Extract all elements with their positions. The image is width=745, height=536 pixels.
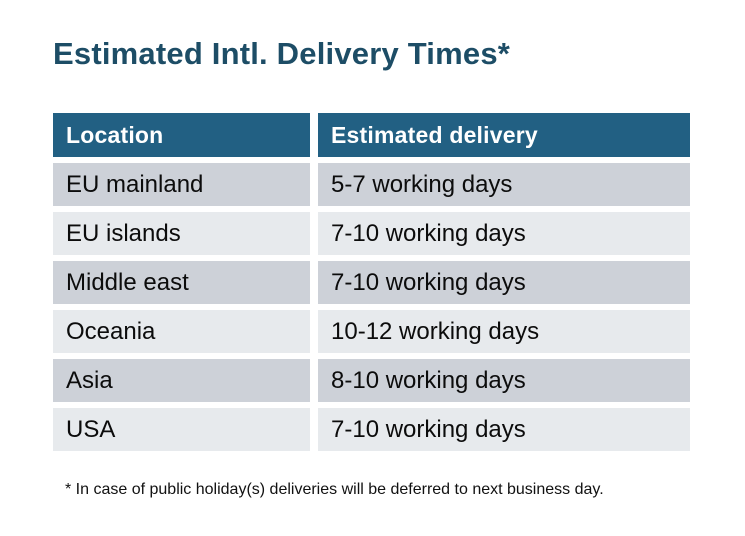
table-row: USA 7-10 working days [53,408,690,451]
table-row: EU mainland 5-7 working days [53,163,690,206]
table-header-row: Location Estimated delivery [53,113,690,157]
delivery-cell: 10-12 working days [318,310,690,353]
location-cell: Middle east [53,261,310,304]
location-cell: EU mainland [53,163,310,206]
location-cell: USA [53,408,310,451]
table-header-delivery: Estimated delivery [318,113,690,157]
delivery-times-table: Location Estimated delivery EU mainland … [53,113,690,457]
footnote: * In case of public holiday(s) deliverie… [65,481,604,498]
delivery-cell: 7-10 working days [318,408,690,451]
table-row: Oceania 10-12 working days [53,310,690,353]
table-row: Asia 8-10 working days [53,359,690,402]
table-row: EU islands 7-10 working days [53,212,690,255]
location-cell: EU islands [53,212,310,255]
delivery-cell: 7-10 working days [318,261,690,304]
location-cell: Asia [53,359,310,402]
delivery-cell: 7-10 working days [318,212,690,255]
table-row: Middle east 7-10 working days [53,261,690,304]
page-title: Estimated Intl. Delivery Times* [53,36,511,71]
location-cell: Oceania [53,310,310,353]
table-body: EU mainland 5-7 working days EU islands … [53,163,690,451]
delivery-cell: 8-10 working days [318,359,690,402]
delivery-cell: 5-7 working days [318,163,690,206]
table-header-location: Location [53,113,310,157]
